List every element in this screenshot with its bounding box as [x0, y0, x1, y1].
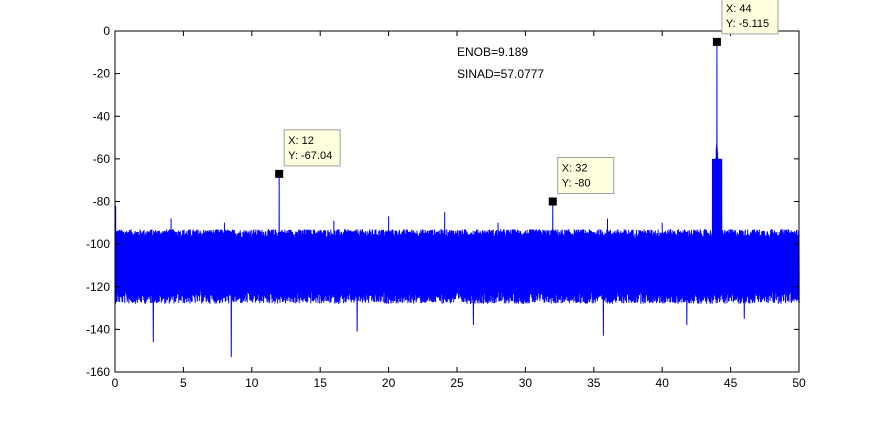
- x-tick-label: 15: [314, 376, 328, 390]
- y-tick-label: -100: [86, 237, 110, 251]
- x-tick-label: 25: [450, 376, 464, 390]
- datatip-box[interactable]: [283, 129, 341, 167]
- annotations: ENOB=9.189 SINAD=57.0777: [457, 45, 544, 81]
- x-tick-label: 40: [656, 376, 670, 390]
- datatip-x-label: X: 44: [726, 3, 752, 15]
- y-tick-label: 0: [103, 24, 110, 38]
- datatip-marker[interactable]: [712, 37, 721, 46]
- y-tick-label: -160: [86, 365, 110, 379]
- x-tick-label: 0: [112, 376, 119, 390]
- x-tick-label: 50: [792, 376, 806, 390]
- datatip-y-label: Y: -5.115: [726, 18, 769, 30]
- x-tick-label: 10: [245, 376, 259, 390]
- y-tick-label: -60: [93, 152, 111, 166]
- spectrum-series-line: [114, 41, 800, 358]
- y-tick-label: -80: [93, 195, 111, 209]
- sinad-annotation: SINAD=57.0777: [457, 67, 544, 81]
- datatip-box[interactable]: [557, 157, 615, 194]
- x-tick-label: 5: [180, 376, 187, 390]
- y-axis: 0 -20 -40 -60 -80 -100 -120 -140 -160: [86, 24, 799, 379]
- datatip-y-label: Y: -67.04: [288, 150, 332, 162]
- datatip-box[interactable]: [721, 0, 779, 35]
- datatip-marker[interactable]: [275, 169, 284, 178]
- y-tick-label: -20: [93, 67, 111, 81]
- x-tick-label: 35: [587, 376, 601, 390]
- x-tick-label: 45: [724, 376, 738, 390]
- datatip-y-label: Y: -80: [562, 178, 591, 190]
- datatip-marker[interactable]: [548, 197, 557, 206]
- datatip-x-label: X: 32: [562, 163, 588, 175]
- x-axis: 0 5 10 15 20 25 30 35 40 45 50: [112, 31, 806, 390]
- plot-area: [115, 31, 799, 372]
- datatip-x-label: X: 12: [288, 135, 314, 147]
- y-tick-label: -140: [86, 322, 110, 336]
- y-tick-label: -120: [86, 280, 110, 294]
- y-tick-label: -40: [93, 109, 111, 123]
- enob-annotation: ENOB=9.189: [457, 45, 528, 59]
- x-tick-label: 20: [382, 376, 396, 390]
- datatips: X: 12 Y: -67.04 X: 32 Y: -80 X: 44 Y: -5.115: [275, 0, 779, 206]
- x-tick-label: 30: [519, 376, 533, 390]
